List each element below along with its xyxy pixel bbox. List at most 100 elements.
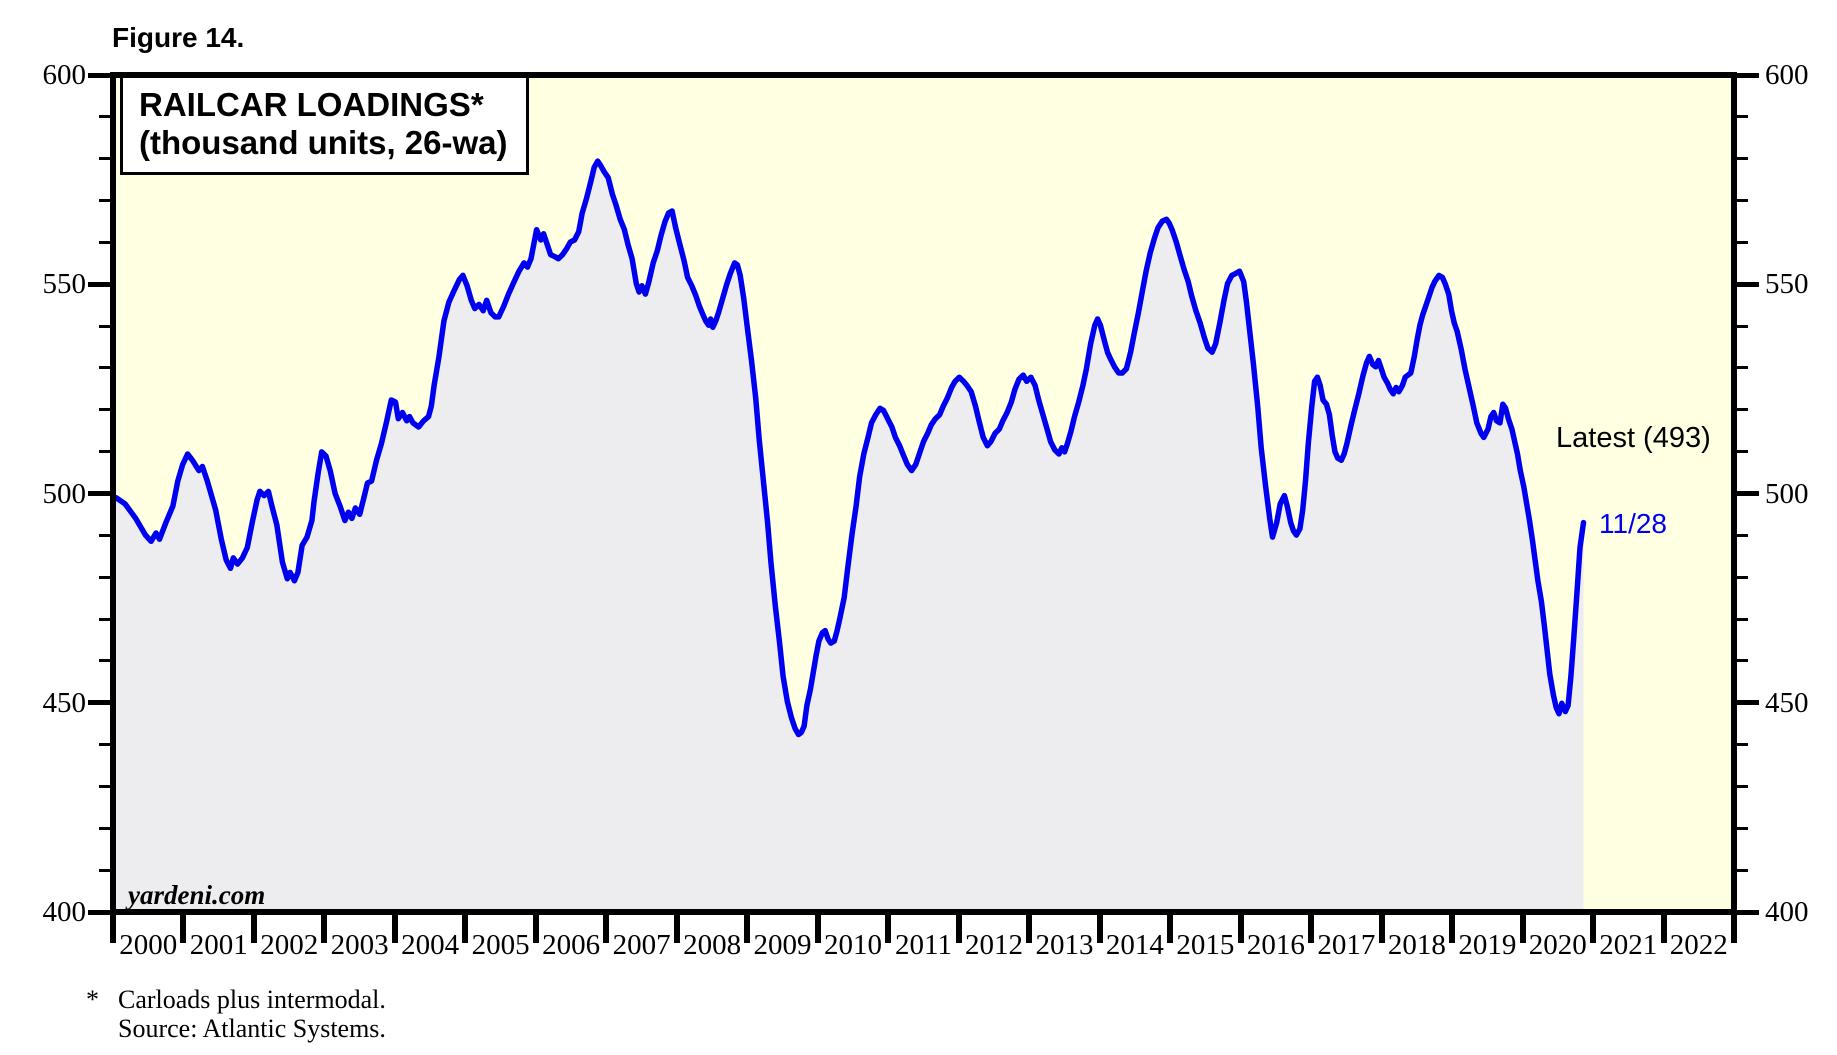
y-tick-major xyxy=(1737,491,1759,496)
x-tick xyxy=(532,915,539,943)
x-tick xyxy=(1660,915,1667,943)
data-line xyxy=(116,158,1587,738)
y-axis-label-right: 600 xyxy=(1765,59,1809,91)
year-label: 2002 xyxy=(260,929,319,961)
y-tick-major xyxy=(1737,281,1759,287)
y-tick-major xyxy=(88,909,110,915)
x-tick xyxy=(1449,915,1456,943)
y-axis-label-left: 500 xyxy=(42,477,87,510)
x-tick xyxy=(462,915,469,943)
footnote-line1: Carloads plus intermodal. xyxy=(118,985,386,1014)
year-label: 2014 xyxy=(1105,929,1164,961)
y-axis-label-right: 500 xyxy=(1765,477,1809,510)
year-label: 2003 xyxy=(330,929,389,961)
x-tick xyxy=(1590,915,1597,943)
year-label: 2004 xyxy=(401,929,460,961)
x-tick xyxy=(391,915,398,943)
y-tick-minor xyxy=(99,115,110,119)
y-tick-major xyxy=(88,72,110,78)
x-tick xyxy=(1308,915,1315,943)
y-tick-minor xyxy=(1737,826,1748,830)
y-tick-minor xyxy=(1737,199,1748,203)
x-tick xyxy=(321,915,328,943)
year-label: 2020 xyxy=(1528,929,1587,961)
y-tick-minor xyxy=(1737,408,1748,412)
y-axis-label-left: 600 xyxy=(42,59,87,91)
x-tick xyxy=(250,915,257,943)
y-tick-major xyxy=(88,491,110,496)
y-tick-minor xyxy=(99,826,110,830)
y-axis-label-right: 400 xyxy=(1765,896,1809,928)
y-tick-minor xyxy=(99,324,110,328)
y-tick-minor xyxy=(99,450,110,454)
year-label: 2005 xyxy=(471,929,530,961)
y-tick-minor xyxy=(99,868,110,872)
watermark: yardeni.com xyxy=(128,880,266,910)
y-tick-minor xyxy=(99,575,110,579)
footnotes: * Carloads plus intermodal. Source: Atla… xyxy=(86,985,386,1043)
y-tick-minor xyxy=(1737,324,1748,328)
year-label: 2017 xyxy=(1317,929,1376,961)
y-tick-major xyxy=(88,281,110,287)
latest-value-annotation: Latest (493) xyxy=(1556,422,1711,454)
y-tick-minor xyxy=(99,240,110,244)
year-label: 2010 xyxy=(824,929,883,961)
x-tick xyxy=(814,915,821,943)
year-label: 2011 xyxy=(895,929,952,961)
x-tick xyxy=(180,915,187,943)
y-tick-minor xyxy=(99,408,110,412)
y-axis-label-left: 450 xyxy=(42,686,87,719)
y-tick-minor xyxy=(1737,450,1748,454)
y-axis-label-left: 550 xyxy=(42,268,87,301)
y-axis-label-right: 550 xyxy=(1765,268,1809,301)
x-tick xyxy=(1378,915,1385,943)
year-label: 2000 xyxy=(119,929,178,961)
chart-title-line1: RAILCAR LOADINGS* xyxy=(139,86,484,123)
year-label: 2022 xyxy=(1669,929,1728,961)
y-tick-minor xyxy=(1737,743,1748,747)
y-tick-minor xyxy=(99,784,110,788)
x-tick xyxy=(673,915,680,943)
x-tick xyxy=(1519,915,1526,943)
year-label: 2001 xyxy=(189,929,248,961)
year-label: 2008 xyxy=(683,929,742,961)
y-tick-minor xyxy=(99,659,110,663)
y-tick-minor xyxy=(1737,533,1748,537)
y-tick-minor xyxy=(99,533,110,537)
year-label: 2007 xyxy=(612,929,671,961)
x-tick xyxy=(885,915,892,943)
x-tick xyxy=(1096,915,1103,943)
footnote-marker: * xyxy=(86,985,99,1014)
y-tick-major xyxy=(1737,909,1759,915)
y-tick-minor xyxy=(99,366,110,370)
y-tick-minor xyxy=(99,743,110,747)
year-label: 2009 xyxy=(753,929,812,961)
year-label: 2006 xyxy=(542,929,601,961)
y-axis-label-left: 400 xyxy=(42,896,87,928)
footnote-line2: Source: Atlantic Systems. xyxy=(118,1014,386,1043)
y-axis-label-right: 450 xyxy=(1765,686,1809,719)
y-tick-major xyxy=(88,700,110,706)
x-tick xyxy=(1026,915,1033,943)
year-label: 2012 xyxy=(964,929,1023,961)
figure-title: Figure 14. xyxy=(112,22,245,53)
year-label: 2018 xyxy=(1387,929,1446,961)
x-tick xyxy=(955,915,962,943)
y-tick-minor xyxy=(99,617,110,621)
y-tick-minor xyxy=(1737,366,1748,370)
year-label: 2015 xyxy=(1176,929,1235,961)
y-tick-minor xyxy=(1737,617,1748,621)
y-tick-minor xyxy=(99,199,110,203)
latest-date-annotation: 11/28 xyxy=(1599,508,1667,539)
x-tick xyxy=(1237,915,1244,943)
y-tick-minor xyxy=(1737,157,1748,161)
year-label: 2019 xyxy=(1458,929,1517,961)
y-tick-minor xyxy=(1737,115,1748,119)
y-tick-minor xyxy=(1737,659,1748,663)
year-label: 2016 xyxy=(1246,929,1305,961)
x-tick xyxy=(1731,915,1737,943)
year-label: 2021 xyxy=(1599,929,1658,961)
y-tick-minor xyxy=(1737,240,1748,244)
y-tick-major xyxy=(1737,72,1759,78)
